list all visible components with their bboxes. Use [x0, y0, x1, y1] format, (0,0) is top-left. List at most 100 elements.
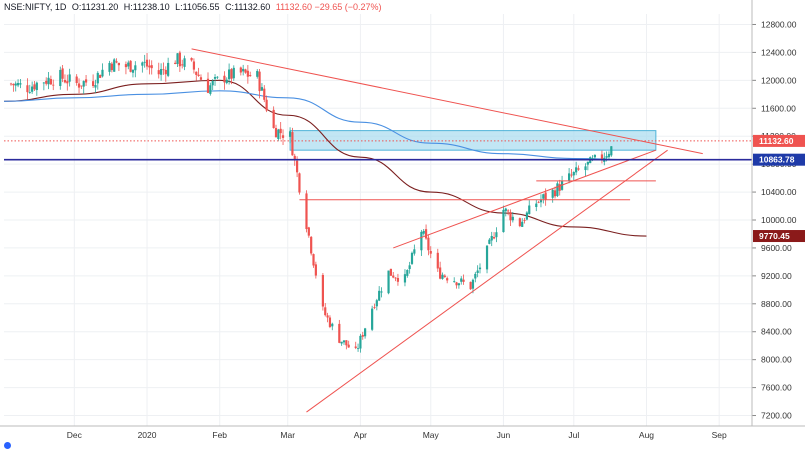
candle-body — [387, 270, 390, 294]
chart-axes: 12800.0012400.0012000.0011600.0011200.00… — [0, 0, 805, 440]
candle-body — [96, 72, 99, 84]
candle-body — [577, 168, 580, 170]
candle-body — [462, 279, 465, 282]
candle-body — [504, 208, 507, 212]
y-tick-label: 10400.00 — [761, 187, 797, 197]
candle-body — [239, 67, 242, 73]
candle-body — [359, 335, 362, 349]
candle-body — [525, 212, 528, 220]
candle-body — [174, 62, 177, 65]
candle-body — [160, 69, 163, 75]
candle-body — [439, 267, 442, 279]
candle-body — [298, 173, 301, 193]
candle-body — [572, 171, 575, 176]
high-value: H:11238.10 — [123, 2, 170, 12]
candle-body — [471, 279, 475, 289]
candle-body — [176, 53, 179, 64]
candle-body — [162, 69, 165, 71]
candle-body — [380, 291, 383, 293]
candle-body — [321, 274, 324, 307]
candle-body — [507, 210, 510, 212]
chart-grid — [4, 14, 752, 426]
candle-body — [361, 334, 364, 337]
candle-body — [77, 83, 81, 88]
candle-body — [42, 82, 45, 84]
candle-body — [209, 85, 212, 94]
candle-body — [436, 252, 439, 269]
candle-body — [108, 62, 111, 72]
candle-body — [342, 340, 346, 343]
candle-body — [394, 277, 397, 279]
candle-body — [502, 209, 505, 233]
candle-body — [265, 99, 268, 111]
candle-body — [593, 154, 596, 158]
open-value: O:11231.20 — [71, 2, 119, 12]
price-tag-label: 11132.60 — [759, 136, 794, 146]
candle-body — [66, 81, 69, 84]
price-tag-label: 9770.45 — [759, 231, 790, 241]
close-value: C:11132.60 — [225, 2, 271, 12]
candle-body — [424, 229, 428, 239]
y-tick-label: 12400.00 — [761, 47, 797, 57]
candle-body — [9, 83, 13, 85]
candle-body — [157, 70, 160, 75]
candle-body — [441, 274, 444, 279]
candle-body — [378, 290, 381, 301]
candle-body — [307, 227, 310, 236]
candle-body — [556, 183, 559, 197]
candle-body — [544, 192, 547, 200]
candle-body — [33, 84, 36, 90]
y-tick-label: 9200.00 — [761, 271, 792, 281]
candle-body — [413, 249, 416, 254]
candle-body — [392, 275, 395, 278]
candle-body — [263, 88, 266, 100]
candle-body — [511, 216, 514, 221]
candle-body — [127, 62, 130, 67]
candle-body — [131, 69, 135, 73]
candle-body — [326, 315, 329, 318]
candle-body — [469, 281, 472, 290]
candle-body — [61, 68, 64, 79]
candle-body — [605, 156, 608, 158]
candle-body — [206, 78, 210, 93]
candle-body — [101, 69, 104, 77]
candle-body — [223, 75, 226, 83]
candle-body — [281, 135, 285, 138]
candle-body — [600, 154, 604, 161]
candle-body — [124, 64, 128, 68]
candle-body — [35, 82, 38, 91]
candle-body — [211, 80, 214, 86]
candle-body — [129, 60, 132, 72]
candle-body — [495, 232, 498, 238]
candle-body — [509, 212, 512, 221]
candle-body — [80, 85, 83, 87]
candle-body — [199, 77, 203, 80]
x-tick-label: Aug — [639, 430, 654, 440]
candle-body — [115, 61, 118, 63]
candle-body — [373, 307, 376, 308]
candle-body — [141, 62, 144, 66]
symbol-label: NSE:NIFTY, 1D — [4, 2, 67, 12]
candle-body — [542, 194, 545, 199]
candle-body — [258, 71, 261, 92]
candle-body — [345, 340, 348, 346]
candle-body — [12, 83, 15, 86]
candle-body — [539, 199, 543, 203]
candle-body — [192, 61, 196, 70]
candle-body — [331, 323, 334, 327]
candle-body — [485, 245, 489, 270]
candle-body — [478, 267, 482, 270]
candle-body — [167, 62, 170, 76]
y-tick-label: 7600.00 — [761, 383, 792, 393]
candle-body — [232, 67, 235, 79]
candle-body — [575, 167, 578, 173]
footer-bar — [4, 441, 14, 450]
candle-body — [274, 128, 278, 138]
candle-body — [113, 59, 116, 72]
candle-body — [610, 146, 613, 156]
candle-body — [457, 283, 460, 286]
candle-body — [82, 81, 85, 87]
candle-body — [242, 68, 245, 72]
trend-line — [393, 149, 657, 249]
